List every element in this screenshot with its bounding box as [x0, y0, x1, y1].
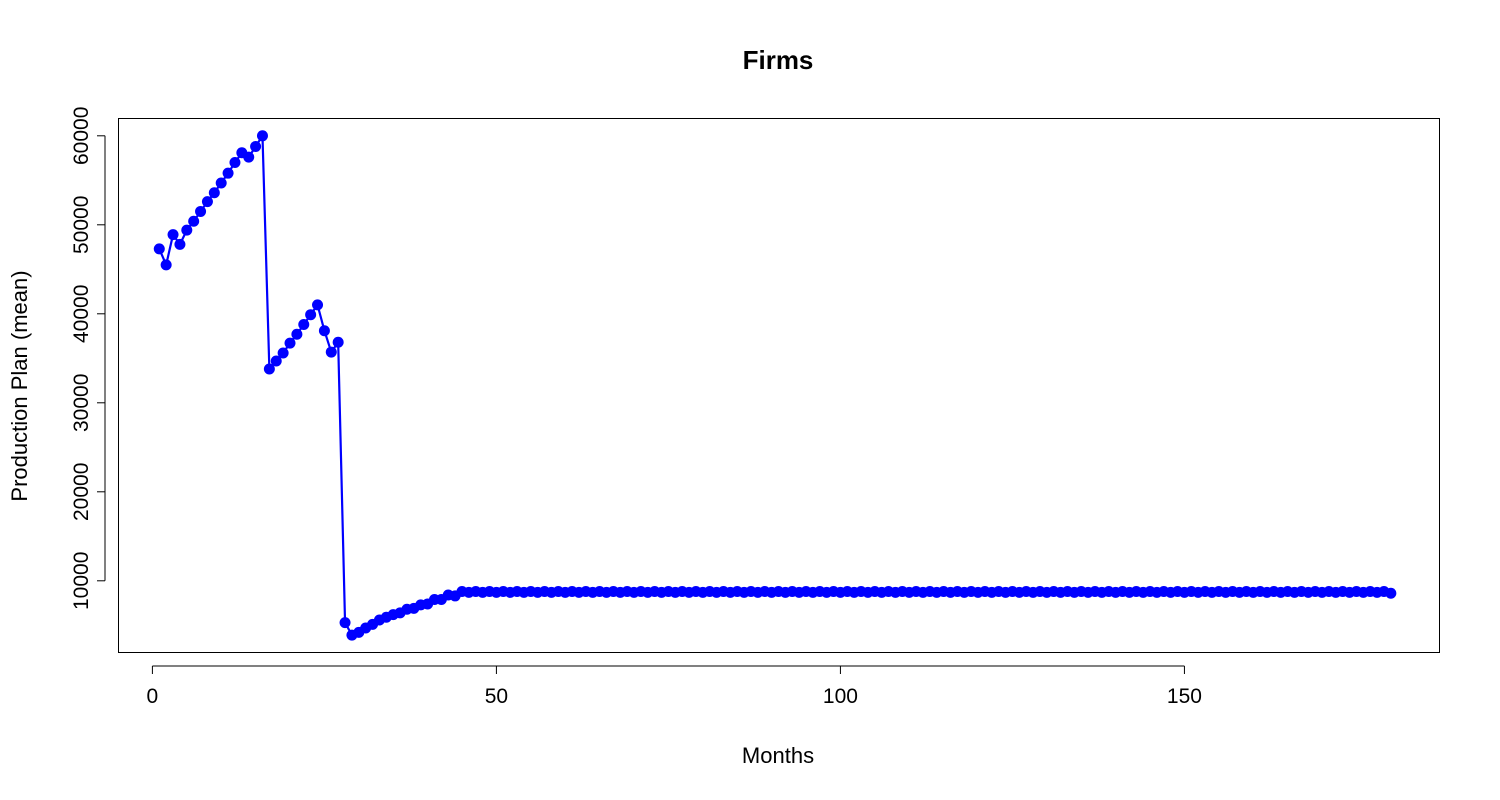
data-point [201, 196, 213, 208]
data-point [312, 299, 324, 311]
data-point [318, 325, 330, 337]
x-tick-label: 0 [147, 685, 159, 708]
data-point [270, 355, 282, 367]
y-tick-label: 60000 [70, 107, 93, 165]
x-tick-label: 150 [1167, 685, 1202, 708]
data-point [284, 337, 296, 349]
data-point [174, 238, 186, 250]
data-point [229, 157, 241, 168]
data-point [332, 336, 344, 348]
data-point [167, 229, 179, 241]
data-point [153, 243, 165, 255]
y-tick-label: 10000 [70, 552, 93, 610]
y-tick-label: 40000 [70, 285, 93, 343]
data-point [305, 309, 317, 321]
series-layer [153, 130, 1397, 641]
data-point [263, 363, 275, 375]
data-point [291, 328, 303, 340]
chart-title: Firms [743, 45, 814, 75]
y-tick-label: 30000 [70, 374, 93, 432]
data-point [222, 167, 234, 179]
data-point [277, 347, 289, 359]
plot-area-frame [118, 118, 1440, 653]
y-tick-label: 50000 [70, 196, 93, 254]
series-line [158, 134, 1392, 637]
data-point [208, 187, 220, 199]
y-axis: 10000 20000 30000 40000 50000 60000 [70, 107, 106, 610]
y-tick-label: 20000 [70, 463, 93, 521]
data-point [195, 205, 207, 217]
data-point [181, 224, 193, 236]
y-axis-label: Production Plan (mean) [7, 270, 32, 501]
data-point [325, 346, 337, 358]
data-point [250, 140, 262, 152]
data-point [339, 617, 351, 629]
x-axis: 0 50 100 150 [147, 665, 1202, 708]
data-point [298, 318, 310, 330]
data-point [243, 151, 255, 163]
x-tick-label: 50 [485, 685, 508, 708]
data-point [160, 259, 172, 271]
x-axis-label: Months [742, 743, 814, 768]
data-point [1385, 587, 1397, 599]
x-tick-label: 100 [823, 685, 858, 708]
data-point [188, 215, 200, 227]
data-point [215, 177, 227, 189]
data-point [256, 130, 268, 142]
